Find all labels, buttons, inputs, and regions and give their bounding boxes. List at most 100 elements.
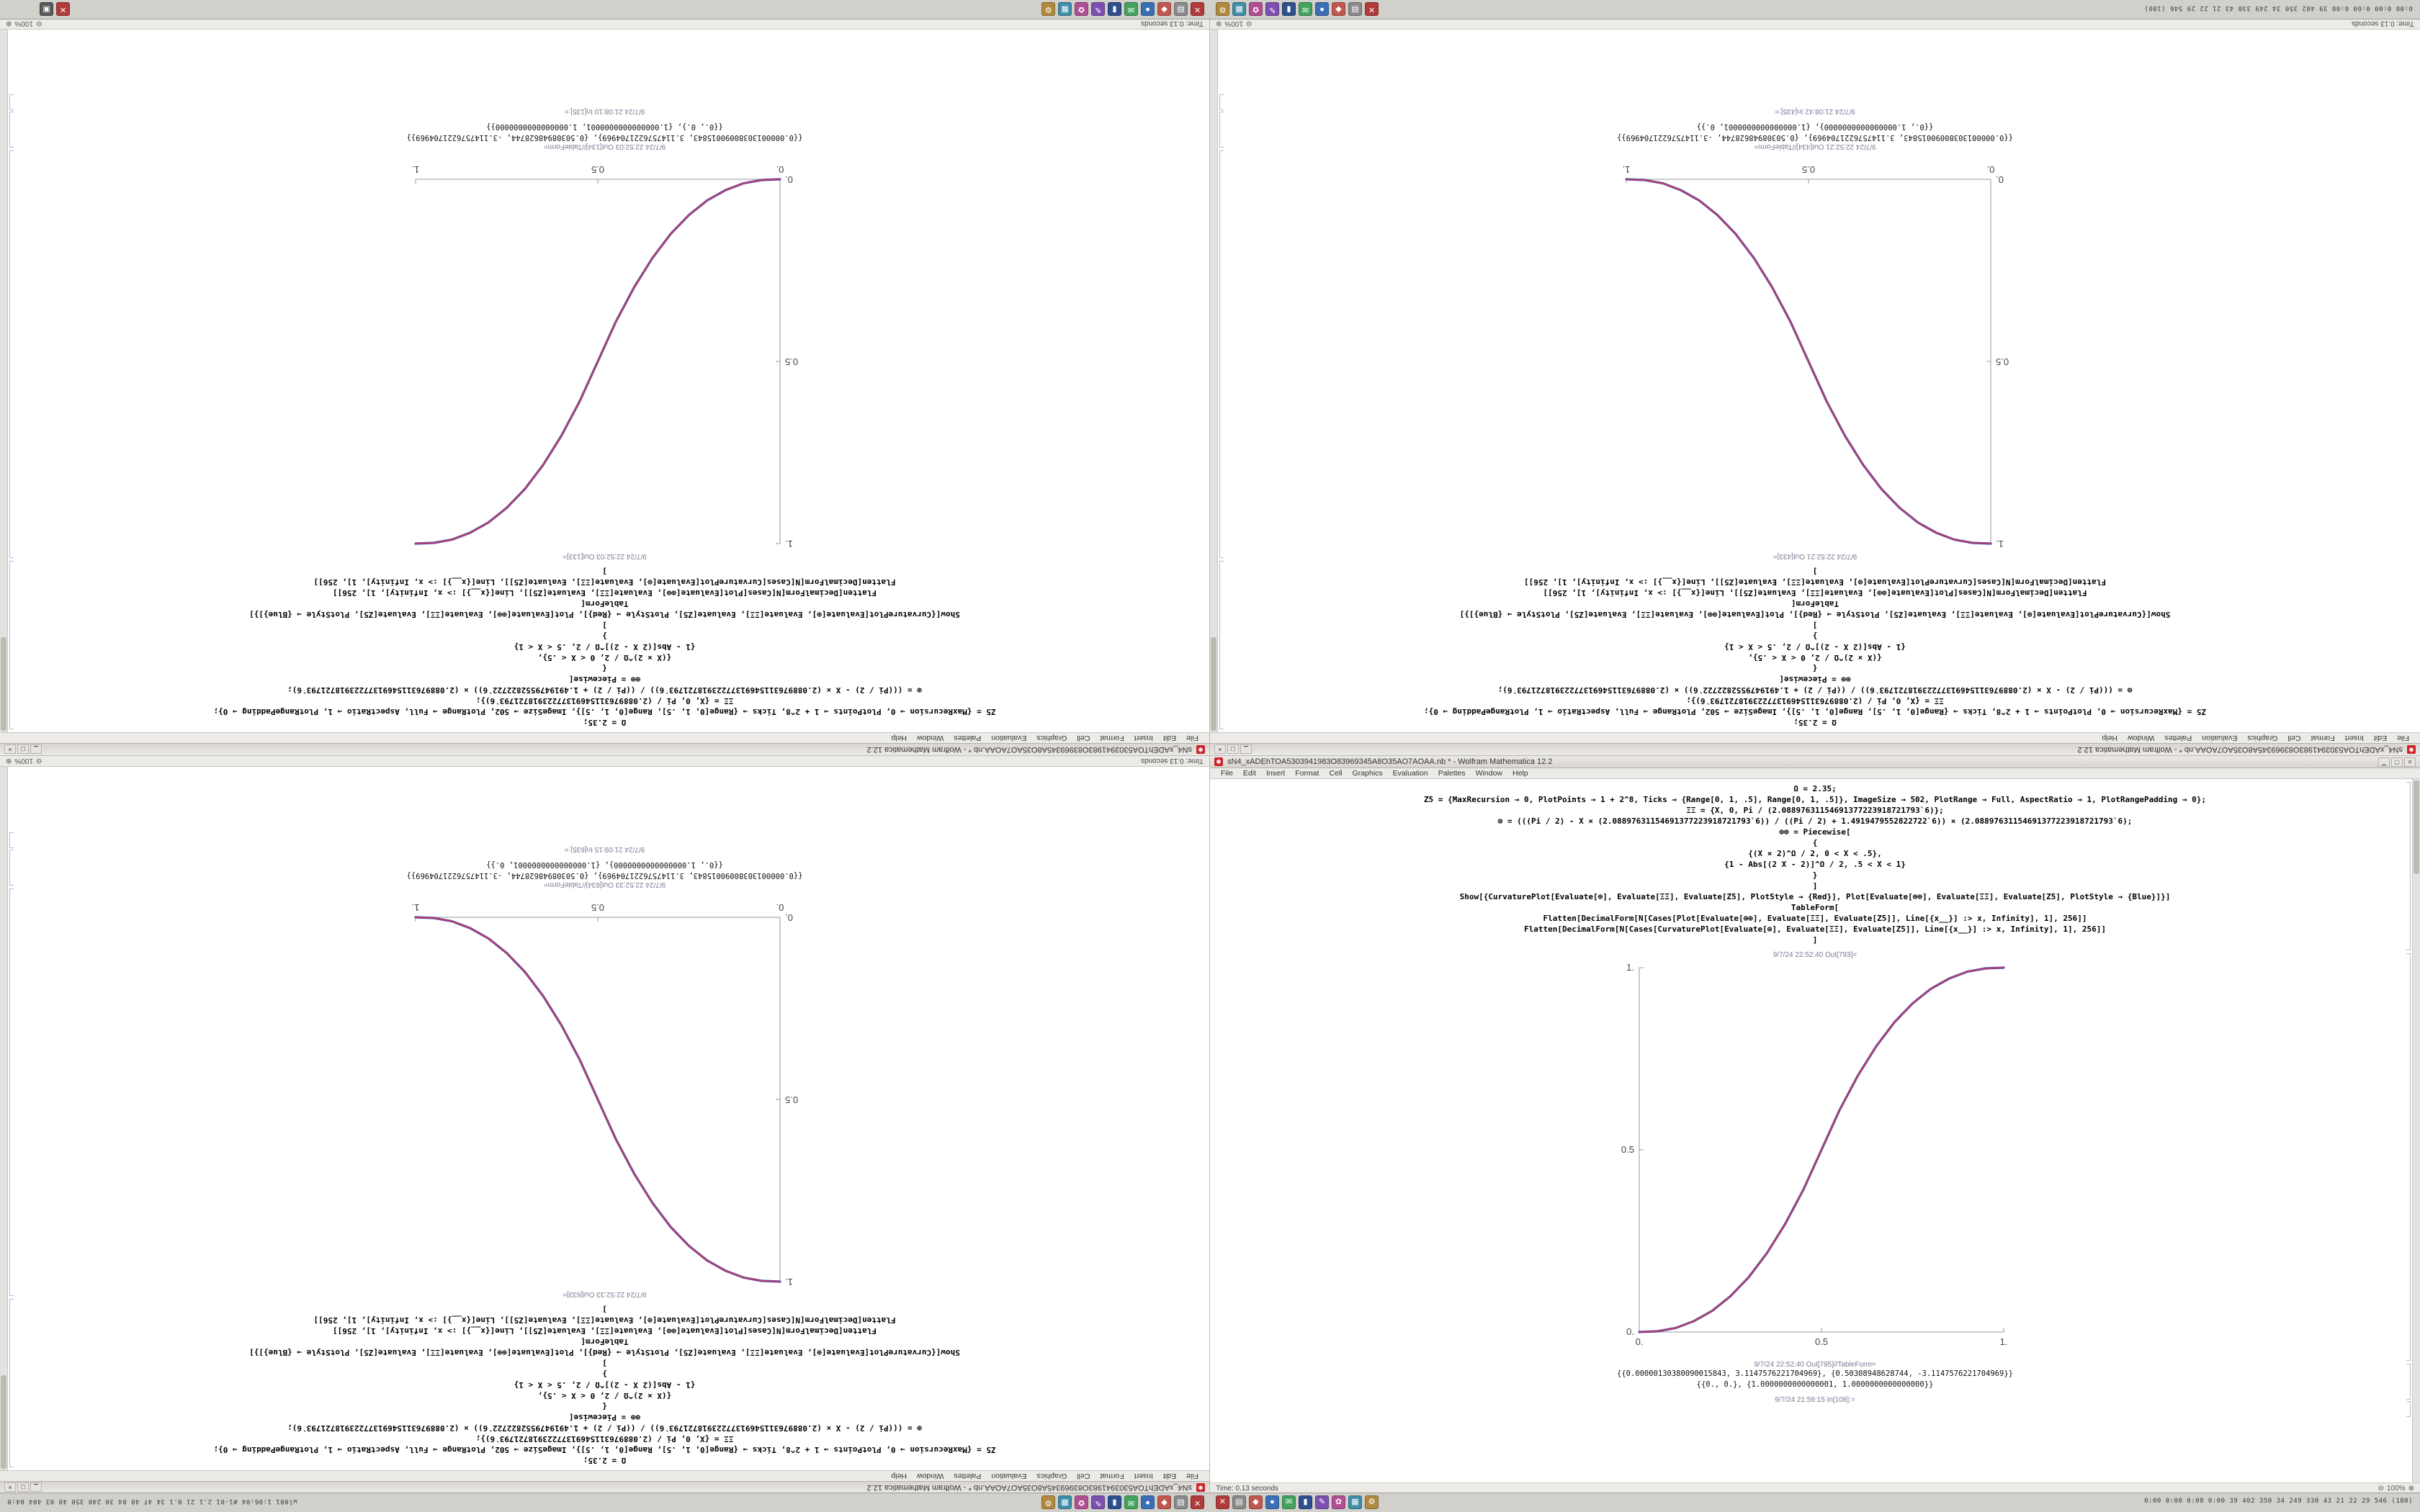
code-cell-line[interactable]: TableForm[ — [581, 599, 629, 608]
graphics-icon[interactable]: ✿ — [1249, 2, 1263, 16]
code-cell-line[interactable]: ΞΞ = {X, 0, Pi / (2.08897631154691377223… — [475, 696, 734, 706]
code-cell-line[interactable]: } — [602, 631, 607, 641]
code-cell-line[interactable]: {(X × 2)^Ω / 2, 0 < X < .5}, — [537, 653, 672, 662]
cell-bracket[interactable] — [1219, 94, 1224, 110]
window-titlebar[interactable]: ✱ sN4_xADEhTOA5303941983O83969345A8O35AO… — [0, 1481, 1209, 1493]
code-cell-line[interactable]: TableForm[ — [1791, 903, 1839, 912]
code-cell-line[interactable]: Show[{CurvaturePlot[Evaluate[⊕], Evaluat… — [1459, 892, 2171, 901]
menu-item[interactable]: Window — [2127, 734, 2155, 742]
menu-item[interactable]: Evaluation — [991, 1472, 1027, 1480]
code-cell-line[interactable]: Z5 = {MaxRecursion → 0, PlotPoints → 1 +… — [1423, 707, 2207, 716]
menu-item[interactable]: File — [2397, 734, 2409, 742]
notebook-content[interactable]: Ω = 2.35; Z5 = {MaxRecursion → 0, PlotPoi… — [0, 30, 1209, 732]
code-cell-line[interactable]: { — [1812, 838, 1818, 847]
code-cell-line[interactable]: {1 - Abs[(2 X - 2)]^Ω / 2, .5 < X < 1} — [1724, 860, 1906, 869]
files-icon[interactable]: ▤ — [1174, 2, 1188, 16]
code-cell-line[interactable]: {(X × 2)^Ω / 2, 0 < X < .5}, — [1748, 653, 1882, 662]
code-cell-line[interactable]: Flatten[DecimalForm[N[Cases[CurvaturePlo… — [313, 1315, 896, 1325]
code-cell-line[interactable]: Ω = 2.35; — [1793, 718, 1837, 727]
graphics-icon[interactable]: ✿ — [1075, 1495, 1088, 1509]
code-cell-line[interactable]: Show[{CurvaturePlot[Evaluate[⊕], Evaluat… — [249, 610, 960, 619]
menu-item[interactable]: Cell — [1329, 769, 1343, 778]
code-cell-line[interactable]: Flatten[DecimalForm[N[Cases[Plot[Evaluat… — [1543, 588, 2087, 598]
editor-icon[interactable]: ✎ — [1315, 1495, 1329, 1509]
files-icon[interactable]: ▤ — [1174, 1495, 1188, 1509]
calc-icon[interactable]: ▦ — [1348, 1495, 1362, 1509]
menu-item[interactable]: Cell — [2287, 734, 2301, 742]
menu-item[interactable]: Insert — [1134, 1472, 1153, 1480]
code-cell-line[interactable]: ΞΞ = {X, 0, Pi / (2.08897631154691377223… — [1686, 806, 1944, 815]
graphics-icon[interactable]: ✿ — [1075, 2, 1088, 16]
code-cell-line[interactable]: ⊕ = (((Pi / 2) - X × (2.0889763115469137… — [1497, 816, 2133, 826]
menu-item[interactable]: File — [1186, 1472, 1198, 1480]
code-cell-line[interactable]: { — [602, 664, 607, 673]
cell-bracket[interactable] — [2406, 1401, 2411, 1417]
menu-item[interactable]: Insert — [1266, 769, 1286, 778]
window-titlebar[interactable]: ✱ sN4_xADEhTOA5303941983O83969345A8O35AO… — [1210, 756, 2420, 768]
menu-item[interactable]: Window — [916, 1472, 944, 1480]
vertical-scrollbar[interactable] — [2412, 779, 2420, 1482]
maximize-button[interactable]: ▢ — [17, 1482, 29, 1493]
scrollbar-thumb[interactable] — [1, 637, 6, 731]
menu-item[interactable]: Format — [1100, 1472, 1124, 1480]
scrollbar-thumb[interactable] — [1, 1375, 6, 1469]
zoom-control[interactable]: ⊖ 100% ⊕ — [6, 20, 42, 28]
code-cell-line[interactable]: Z5 = {MaxRecursion → 0, PlotPoints → 1 +… — [213, 707, 996, 716]
menu-item[interactable]: Edit — [1162, 1472, 1177, 1480]
notebook-content[interactable]: Ω = 2.35; Z5 = {MaxRecursion → 0, PlotPoi… — [1210, 779, 2420, 1482]
menu-item[interactable]: Help — [891, 734, 907, 742]
code-cell-line[interactable]: ] — [1812, 567, 1818, 576]
minimize-button[interactable]: ▁ — [30, 744, 42, 755]
close-window-icon[interactable]: ✕ — [1191, 1495, 1204, 1509]
zoom-in-icon[interactable]: ⊕ — [6, 19, 12, 28]
code-cell-line[interactable]: ⊕ = (((Pi / 2) - X × (2.0889763115469137… — [287, 685, 922, 695]
code-cell-line[interactable]: ΞΞ = {X, 0, Pi / (2.08897631154691377223… — [1686, 696, 1944, 706]
close-button[interactable]: ✕ — [1214, 744, 1226, 755]
menu-item[interactable]: File — [1186, 734, 1198, 742]
terminal-icon[interactable]: ▮ — [1108, 2, 1121, 16]
menu-item[interactable]: Evaluation — [2202, 734, 2238, 742]
code-cell-line[interactable]: ] — [1812, 621, 1818, 630]
menu-item[interactable]: Graphics — [1036, 734, 1067, 742]
menu-item[interactable]: Insert — [2344, 734, 2364, 742]
notebook-content[interactable]: Ω = 2.35; Z5 = {MaxRecursion → 0, PlotPoi… — [0, 767, 1209, 1470]
menu-item[interactable]: File — [1221, 769, 1233, 778]
alert-close-icon[interactable]: ✕ — [56, 2, 70, 16]
cell-bracket[interactable] — [1219, 112, 1224, 148]
menu-item[interactable]: Format — [1100, 734, 1124, 742]
media-icon[interactable]: ◆ — [1157, 2, 1171, 16]
code-cell-line[interactable]: ΞΞ = {X, 0, Pi / (2.08897631154691377223… — [475, 1434, 734, 1444]
code-cell-line[interactable]: {1 - Abs[(2 X - 2)]^Ω / 2, .5 < X < 1} — [1724, 642, 1906, 652]
cell-bracket[interactable] — [2406, 1364, 2411, 1400]
minimize-button[interactable]: ▁ — [2378, 757, 2390, 767]
menu-item[interactable]: Window — [1475, 769, 1503, 778]
scrollbar-thumb[interactable] — [1211, 637, 1216, 731]
settings-icon[interactable]: ⚙ — [1216, 2, 1229, 16]
close-button[interactable]: ✕ — [2404, 757, 2416, 767]
zoom-out-icon[interactable]: ⊖ — [35, 757, 42, 765]
code-cell-line[interactable]: ] — [1812, 935, 1818, 945]
mail-icon[interactable]: ✉ — [1124, 1495, 1138, 1509]
calc-icon[interactable]: ▦ — [1058, 1495, 1072, 1509]
code-cell-line[interactable]: Flatten[DecimalForm[N[Cases[CurvaturePlo… — [313, 577, 896, 587]
menu-item[interactable]: Format — [2311, 734, 2335, 742]
media-icon[interactable]: ◆ — [1332, 2, 1345, 16]
cell-bracket[interactable] — [1219, 561, 1224, 729]
code-cell-line[interactable]: Flatten[DecimalForm[N[Cases[CurvaturePlo… — [1524, 577, 2106, 587]
settings-icon[interactable]: ⚙ — [1041, 1495, 1055, 1509]
code-cell-line[interactable]: TableForm[ — [581, 1337, 629, 1346]
window-titlebar[interactable]: ✱ sN4_xADEhTOA5303941983O83969345A8O35AO… — [1210, 743, 2420, 755]
zoom-control[interactable]: ⊖ 100% ⊕ — [1216, 20, 1252, 28]
cell-bracket[interactable] — [9, 561, 14, 729]
mail-icon[interactable]: ✉ — [1124, 2, 1138, 16]
zoom-control[interactable]: ⊖ 100% ⊕ — [2378, 1485, 2414, 1493]
close-window-icon[interactable]: ✕ — [1365, 2, 1379, 16]
terminal-icon[interactable]: ▮ — [1299, 1495, 1312, 1509]
zoom-control[interactable]: ⊖ 100% ⊕ — [6, 757, 42, 765]
code-cell-line[interactable]: Show[{CurvaturePlot[Evaluate[⊕], Evaluat… — [249, 1348, 960, 1357]
menu-item[interactable]: Graphics — [1352, 769, 1383, 778]
vertical-scrollbar[interactable] — [1210, 30, 1218, 732]
zoom-in-icon[interactable]: ⊕ — [1216, 19, 1222, 28]
editor-icon[interactable]: ✎ — [1091, 2, 1105, 16]
code-cell-line[interactable]: Show[{CurvaturePlot[Evaluate[⊕], Evaluat… — [1459, 610, 2171, 619]
